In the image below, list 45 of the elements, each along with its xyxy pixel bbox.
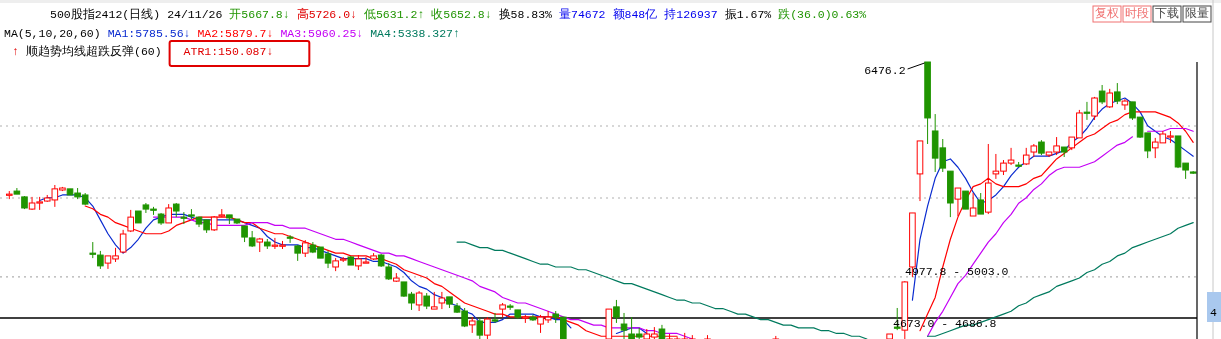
candlestick [969, 192, 977, 217]
text: MA4:5338.327↑ [370, 27, 460, 40]
text: 复权 [1095, 7, 1119, 20]
text: MA3:5960.25↓ [280, 27, 364, 40]
text: 量74672 [559, 8, 606, 21]
text: ATR1:150.087↓ [183, 45, 274, 58]
text: 顺趋势均线超跌反弹(60) [26, 45, 162, 58]
candlestick [954, 187, 962, 217]
text: 持126937 [664, 8, 718, 21]
candlestick [977, 192, 985, 215]
candlestick [613, 299, 620, 324]
chart-title: 500股指2412(日线) [50, 8, 161, 21]
candlestick [1114, 82, 1121, 105]
text: MA1:5785.56↓ [107, 27, 191, 40]
candlestick [476, 317, 484, 339]
text: ↑ [12, 45, 19, 58]
text: MA2:5879.7↓ [197, 27, 274, 40]
text: 跌(36.0)0.63% [778, 8, 867, 21]
text: 换58.83% [498, 8, 553, 21]
text: 额848亿 [612, 7, 658, 21]
text: 振1.67% [724, 8, 772, 21]
candlestick [165, 203, 172, 224]
candlestick [620, 312, 628, 339]
text: 高5726.0↓ [296, 7, 357, 21]
candlestick [704, 334, 711, 339]
candlestick [1083, 101, 1091, 121]
candlestick [286, 234, 294, 244]
candlestick [484, 316, 491, 339]
candlestick [1121, 98, 1129, 111]
chart-subtitle: 24/11/26 [167, 8, 223, 21]
candlestick [1098, 84, 1106, 105]
candlestick [962, 190, 969, 210]
text: 下载 [1155, 7, 1179, 20]
text: 开5667.8↓ [229, 8, 290, 21]
text: 限量 [1185, 7, 1209, 20]
candlestick [491, 312, 499, 324]
text: 4 [1210, 306, 1217, 319]
candlestick [415, 290, 423, 312]
candlestick [1106, 88, 1114, 109]
text: MA(5,10,20,60) [4, 27, 101, 40]
annotation: 6476.2 [864, 64, 906, 77]
text: 收5652.8↓ [431, 8, 492, 21]
text: 低5631.2↑ [363, 8, 425, 21]
text: 时段 [1125, 7, 1149, 20]
candlestick [438, 291, 446, 310]
